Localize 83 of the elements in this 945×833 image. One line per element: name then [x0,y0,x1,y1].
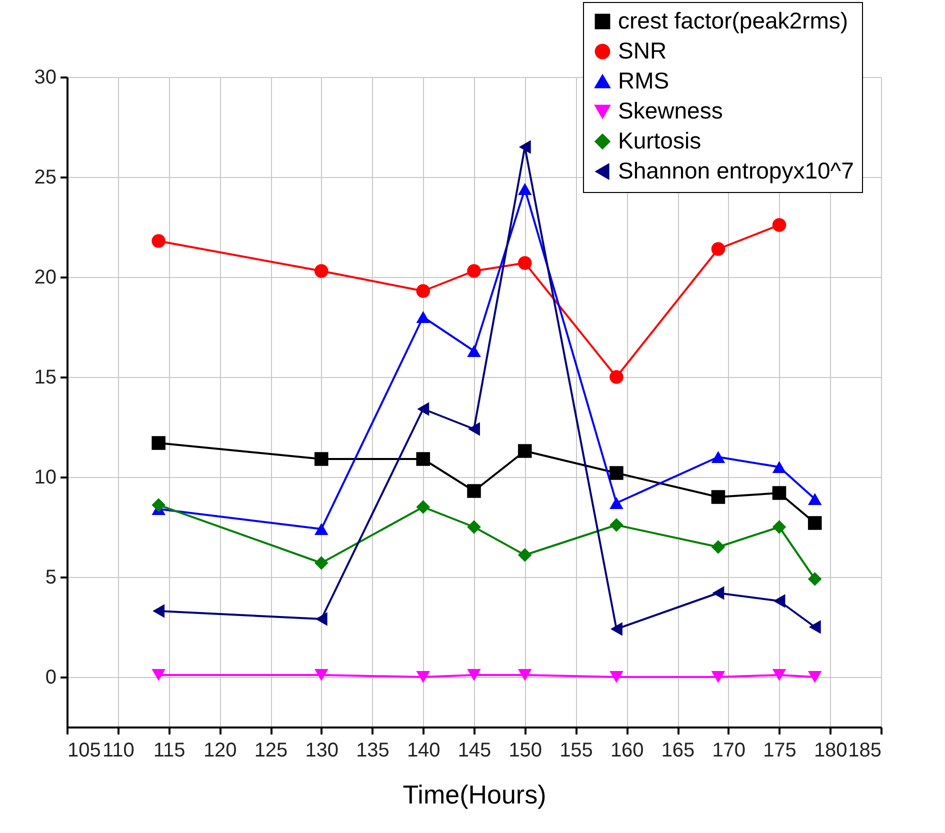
point [518,256,532,270]
point [711,451,726,463]
point [152,436,166,450]
point [773,594,786,608]
x-tick-label: 165 [661,740,695,762]
x-tick-label: 120 [203,740,237,762]
x-tick-label: 110 [102,740,134,762]
point [314,452,328,466]
x-tick-label: 155 [560,740,593,762]
y-tick-label: 25 [34,166,56,188]
x-tick-label: 145 [458,740,492,762]
point [610,497,624,509]
point [467,520,481,534]
point [416,311,430,323]
legend-label: RMS [618,68,670,94]
point [518,669,532,681]
point [416,452,430,466]
point [610,518,624,532]
x-tick-label: 115 [153,740,186,762]
point [467,345,481,357]
x-tick-label: 130 [305,740,339,762]
point [772,486,786,500]
point [610,370,624,384]
point [772,520,786,534]
x-tick-label: 135 [356,740,390,762]
legend-label: SNR [618,38,667,64]
point [152,498,166,512]
x-tick-label: 170 [712,740,746,762]
legend-label: crest factor(peak2rms) [618,8,848,34]
point [518,183,532,195]
point [610,466,624,480]
point [314,523,328,535]
x-tick-label: 105 [68,740,101,762]
x-tick-label: 125 [254,740,288,762]
point [772,461,786,473]
point [772,218,786,232]
y-tick-label: 30 [34,66,56,88]
x-tick-label: 180 [814,740,848,762]
point [712,586,724,600]
point [808,671,822,683]
y-tick-label: 5 [45,566,56,588]
point [711,540,726,554]
y-tick-label: 0 [45,666,56,688]
x-tick-label: 175 [763,740,796,762]
point [315,612,328,626]
x-tick-label: 140 [406,740,440,762]
x-tick-label: 185 [848,740,882,762]
point [314,556,328,570]
point [808,572,822,586]
point [467,669,481,681]
point [711,242,726,256]
point [610,622,622,636]
point [808,516,822,530]
point [416,284,430,298]
point [417,402,430,416]
y-tick-label: 10 [34,466,56,488]
point [518,140,531,154]
x-tick-label: 160 [610,740,644,762]
point [416,500,430,514]
point [468,422,480,436]
y-tick-label: 15 [34,366,56,388]
legend-label: Skewness [618,98,723,124]
point [152,604,165,618]
legend-label: Shannon entropyx10^7 [618,158,854,184]
y-tick-label: 20 [34,266,56,288]
point [416,671,430,683]
point [314,669,328,681]
x-axis-title: Time(Hours) [402,780,546,810]
point [467,264,481,278]
point [467,484,481,498]
point [711,490,726,504]
point [610,671,624,683]
point [772,669,786,681]
point [518,444,532,458]
point [152,234,166,248]
point [808,493,822,505]
legend-label: Kurtosis [618,128,702,154]
point [314,264,328,278]
point [808,620,821,634]
point [711,671,726,683]
x-tick-label: 150 [508,740,542,762]
point [518,548,532,562]
point [152,669,166,681]
